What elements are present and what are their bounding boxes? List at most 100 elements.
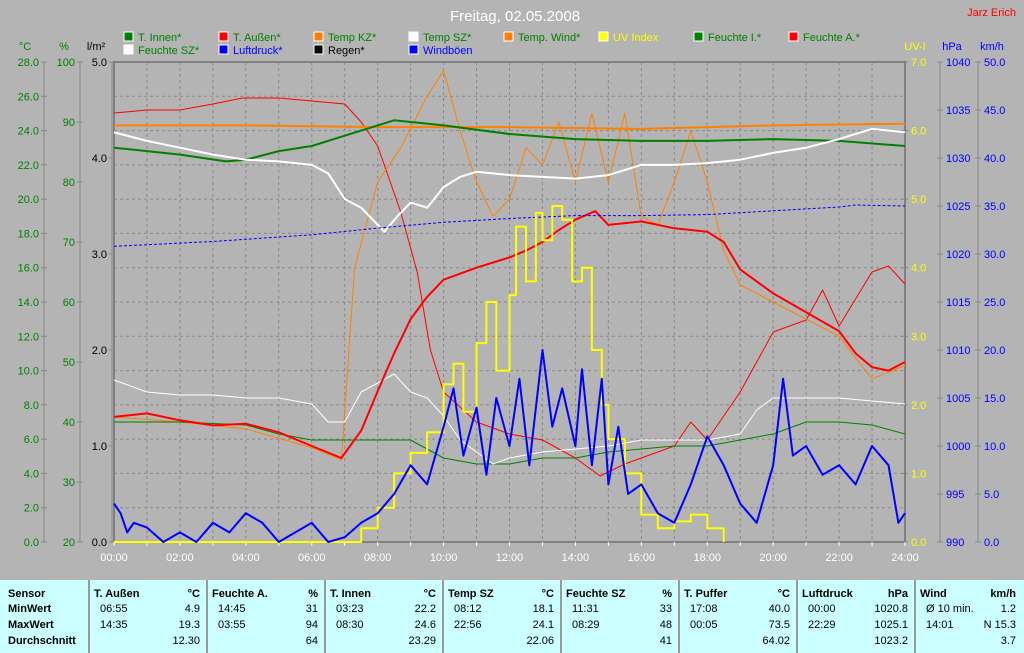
legend-label: Temp SZ* bbox=[423, 32, 472, 44]
avg-value: 12.30 bbox=[172, 635, 200, 647]
max-time: 14:01 bbox=[926, 619, 954, 631]
chart-title: Freitag, 02.05.2008 bbox=[450, 8, 580, 25]
avg-value: 23.29 bbox=[408, 635, 436, 647]
avg-value: 41 bbox=[659, 635, 672, 647]
min-value: 33 bbox=[659, 603, 672, 615]
table-column-unit: km/h bbox=[990, 588, 1016, 600]
legend-swatch bbox=[123, 31, 134, 42]
legend-swatch bbox=[218, 44, 229, 55]
min-value: 4.9 bbox=[184, 603, 200, 615]
temp-tick-label: 22.0 bbox=[18, 160, 39, 172]
press-tick-label: 1020 bbox=[946, 249, 970, 261]
series-windböen bbox=[113, 349, 906, 543]
min-value: 22.2 bbox=[414, 603, 436, 615]
legend-label: T. Innen* bbox=[138, 32, 182, 44]
uv-tick-label: 4.0 bbox=[911, 263, 926, 275]
uv-tick-label: 0.0 bbox=[911, 537, 926, 549]
legend-label: Windböen bbox=[423, 45, 473, 57]
wind-tick-label: 0.0 bbox=[984, 537, 999, 549]
x-tick-label: 02:00 bbox=[166, 552, 194, 564]
legend-swatch bbox=[503, 31, 514, 42]
wind-tick-label: 35.0 bbox=[984, 201, 1005, 213]
x-tick-label: 16:00 bbox=[628, 552, 656, 564]
max-value: 94 bbox=[305, 619, 318, 631]
press-tick-label: 1030 bbox=[946, 153, 970, 165]
min-value: 18.1 bbox=[532, 603, 554, 615]
uv-tick-label: 5.0 bbox=[911, 194, 926, 206]
temp-tick-label: 12.0 bbox=[18, 331, 39, 343]
max-value: 24.6 bbox=[414, 619, 436, 631]
x-tick-label: 14:00 bbox=[562, 552, 590, 564]
temp-tick-label: 26.0 bbox=[18, 91, 39, 103]
table-column-header: Feuchte A. bbox=[212, 588, 268, 600]
series-luftdruck bbox=[113, 204, 906, 247]
wind-tick-label: 10.0 bbox=[984, 441, 1005, 453]
legend-label: Temp. Wind* bbox=[518, 32, 581, 44]
max-time: 00:05 bbox=[690, 619, 718, 631]
hum-tick-label: 60 bbox=[63, 297, 75, 309]
x-tick-label: 08:00 bbox=[364, 552, 392, 564]
avg-value: 64.02 bbox=[762, 635, 790, 647]
series-uv-index bbox=[114, 205, 725, 543]
table-column-divider bbox=[88, 580, 90, 653]
press-tick-label: 1015 bbox=[946, 297, 970, 309]
table-header-sensor: Sensor bbox=[8, 588, 46, 600]
min-time: 03:23 bbox=[336, 603, 364, 615]
x-tick-label: 20:00 bbox=[759, 552, 787, 564]
series-t-außen bbox=[113, 210, 906, 459]
press-tick-label: 1035 bbox=[946, 105, 970, 117]
min-time: Ø 10 min. bbox=[926, 603, 974, 615]
stats-table: Sensor MinWert MaxWert Durchschnitt T. Außen… bbox=[0, 580, 1024, 653]
min-time: 08:12 bbox=[454, 603, 482, 615]
table-column-header: T. Außen bbox=[94, 588, 140, 600]
author-label: Jarz Erich bbox=[967, 7, 1016, 19]
legend-swatch bbox=[788, 31, 799, 42]
wind-tick-label: 20.0 bbox=[984, 345, 1005, 357]
press-tick-label: 1005 bbox=[946, 393, 970, 405]
legend-label: UV Index bbox=[613, 32, 659, 44]
min-time: 11:31 bbox=[572, 603, 599, 615]
hum-tick-label: 20 bbox=[63, 537, 75, 549]
table-column-header: Wind bbox=[920, 588, 947, 600]
legend-label: Regen* bbox=[328, 45, 365, 57]
max-time: 22:56 bbox=[454, 619, 482, 631]
legend-swatch bbox=[218, 31, 229, 42]
max-value: 19.3 bbox=[178, 619, 200, 631]
press-tick-label: 1040 bbox=[946, 57, 970, 69]
max-time: 03:55 bbox=[218, 619, 246, 631]
wind-tick-label: 25.0 bbox=[984, 297, 1005, 309]
uv-tick-label: 6.0 bbox=[911, 126, 926, 138]
rain-tick-label: 2.0 bbox=[92, 345, 107, 357]
min-time: 00:00 bbox=[808, 603, 836, 615]
wind-tick-label: 40.0 bbox=[984, 153, 1005, 165]
axes: °C 0.0 2.0 4.0 6.0 8.0 10.0 12.0 14.0 16.0 18.0 20.… bbox=[18, 41, 1006, 549]
legend-label: Feuchte SZ* bbox=[138, 45, 200, 57]
press-axis-unit: hPa bbox=[942, 41, 962, 53]
table-column-header: Feuchte SZ bbox=[566, 588, 626, 600]
temp-tick-label: 16.0 bbox=[18, 263, 39, 275]
wind-tick-label: 15.0 bbox=[984, 393, 1005, 405]
legend-swatch bbox=[408, 44, 419, 55]
table-column-header: Temp SZ bbox=[448, 588, 494, 600]
temp-tick-label: 18.0 bbox=[18, 228, 39, 240]
temp-tick-label: 28.0 bbox=[18, 57, 39, 69]
rain-axis-unit: l/m² bbox=[87, 41, 106, 53]
press-tick-label: 1010 bbox=[946, 345, 970, 357]
weather-chart: Freitag, 02.05.2008 Jarz Erich T. Innen*… bbox=[18, 7, 1016, 564]
max-value: 73.5 bbox=[768, 619, 790, 631]
min-value: 40.0 bbox=[768, 603, 790, 615]
rain-tick-label: 5.0 bbox=[92, 57, 107, 69]
max-value: N 15.3 bbox=[983, 619, 1016, 631]
series-temp-wind bbox=[113, 70, 906, 461]
table-row-label: MaxWert bbox=[8, 619, 54, 631]
wind-tick-label: 50.0 bbox=[984, 57, 1005, 69]
press-tick-label: 990 bbox=[946, 537, 964, 549]
x-tick-label: 24:00 bbox=[891, 552, 919, 564]
min-value: 1.2 bbox=[1000, 603, 1016, 615]
legend-swatch bbox=[693, 31, 704, 42]
table-column-unit: °C bbox=[187, 588, 200, 600]
table-row-label: Durchschnitt bbox=[8, 635, 76, 647]
series-feuchte-sz bbox=[113, 373, 906, 465]
x-tick-label: 06:00 bbox=[298, 552, 326, 564]
table-column-unit: °C bbox=[777, 588, 790, 600]
